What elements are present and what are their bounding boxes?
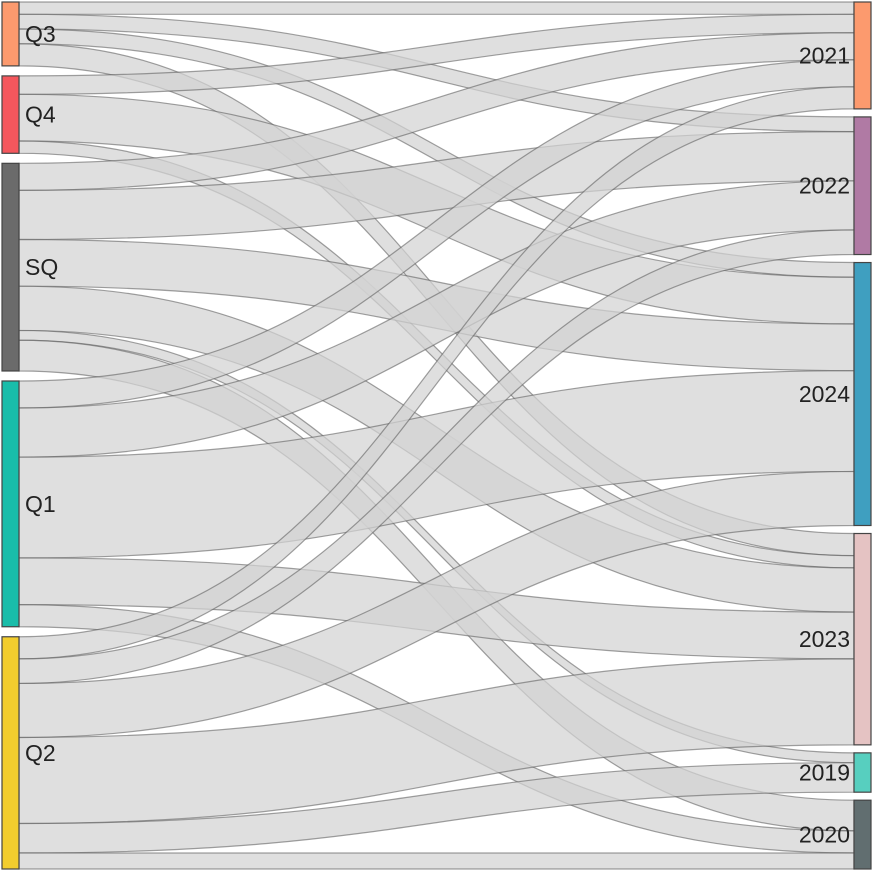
- node-label-q4: Q4: [25, 102, 56, 128]
- links-layer: [18, 1, 855, 870]
- node-2022: [853, 116, 872, 256]
- node-label-q1: Q1: [25, 491, 56, 517]
- node-label-sq: SQ: [25, 254, 58, 280]
- node-label-2019: 2019: [799, 760, 850, 786]
- labels-layer: Q3 Q4 SQ Q1 Q2 2021 2022 2024 2023 2019 2020: [25, 21, 850, 848]
- node-label-2023: 2023: [799, 626, 850, 652]
- node-q4: [1, 75, 20, 154]
- node-2019: [853, 752, 872, 793]
- node-q1: [1, 380, 20, 628]
- node-2020: [853, 799, 872, 870]
- node-label-q2: Q2: [25, 740, 56, 766]
- node-sq: [1, 162, 20, 372]
- link-q3-2021: [18, 1, 855, 15]
- node-2023: [853, 532, 872, 746]
- node-q2: [1, 636, 20, 870]
- node-label-2020: 2020: [799, 822, 850, 848]
- node-label-q3: Q3: [25, 21, 56, 47]
- node-2024: [853, 261, 872, 527]
- node-q3: [1, 1, 20, 67]
- node-2021: [853, 1, 872, 110]
- node-label-2024: 2024: [799, 381, 850, 407]
- node-label-2021: 2021: [799, 42, 850, 68]
- node-label-2022: 2022: [799, 173, 850, 199]
- link-q2-2020: [18, 852, 855, 870]
